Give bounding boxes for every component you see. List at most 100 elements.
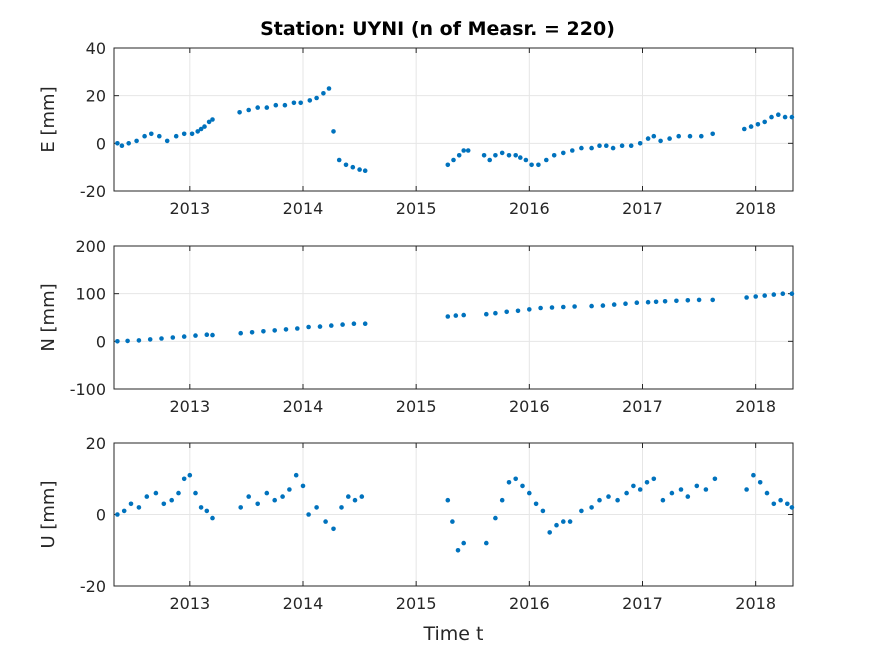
up-y-tick-label: 20: [86, 434, 106, 453]
east-data-point: [331, 129, 336, 134]
up-data-point: [181, 476, 187, 482]
up-data-point: [161, 501, 167, 507]
up-data-point: [187, 472, 193, 478]
north-data-point: [193, 333, 198, 338]
north-data-point: [238, 330, 243, 336]
east-data-point: [115, 141, 120, 146]
up-data-point: [210, 515, 215, 521]
east-data-point: [195, 129, 200, 134]
up-data-point: [757, 480, 763, 485]
east-data-point: [237, 110, 242, 115]
east-data-point: [755, 122, 761, 127]
north-data-point: [515, 308, 521, 314]
east-data-point: [481, 153, 487, 158]
up-data-point: [533, 501, 539, 507]
up-data-point: [589, 505, 594, 510]
north-data-point: [317, 324, 323, 329]
east-data-point: [461, 148, 467, 153]
north-data-point: [662, 299, 668, 304]
east-plot-area: [114, 48, 793, 191]
north-data-point: [181, 334, 187, 339]
east-data-point: [202, 124, 207, 129]
north-x-tick-label: 2016: [509, 397, 550, 416]
up-data-point: [198, 505, 204, 510]
east-x-tick-label: 2015: [396, 199, 437, 218]
north-y-tick-label: 100: [75, 285, 106, 304]
north-data-point: [147, 337, 153, 342]
up-data-point: [314, 505, 319, 510]
east-data-point: [164, 138, 170, 144]
north-data-point: [261, 329, 266, 334]
up-data-point: [339, 505, 344, 510]
up-data-point: [644, 480, 650, 485]
up-data-point: [455, 548, 461, 553]
north-data-point: [362, 321, 368, 327]
up-data-point: [651, 476, 657, 482]
north-data-point: [623, 301, 628, 307]
up-data-point: [506, 480, 512, 485]
east-data-point: [465, 148, 471, 153]
east-data-point: [343, 162, 349, 168]
north-data-point: [549, 305, 555, 310]
north-data-point: [674, 298, 679, 304]
north-data-point: [600, 303, 606, 308]
east-data-point: [658, 138, 663, 144]
east-data-point: [776, 112, 781, 117]
north-data-point: [611, 302, 617, 307]
up-data-point: [567, 519, 573, 524]
east-data-point: [493, 153, 498, 158]
up-data-point: [751, 472, 756, 478]
north-data-point: [710, 297, 715, 303]
east-data-point: [687, 133, 693, 139]
up-data-point: [331, 526, 336, 532]
up-data-point: [450, 519, 455, 524]
up-data-point: [115, 512, 120, 517]
north-x-tick-label: 2017: [622, 397, 663, 416]
up-x-tick-label: 2014: [283, 594, 324, 613]
east-data-point: [336, 157, 342, 163]
north-x-tick-label: 2013: [169, 397, 210, 416]
north-x-tick-label: 2014: [283, 397, 324, 416]
up-data-point: [238, 505, 243, 510]
up-data-point: [255, 501, 260, 507]
north-plot-area: [114, 246, 793, 389]
east-data-point: [637, 141, 643, 146]
north-data-point: [645, 299, 651, 305]
east-data-point: [314, 95, 319, 101]
east-data-point: [536, 162, 541, 168]
east-data-point: [273, 102, 279, 108]
east-data-point: [529, 162, 534, 168]
east-data-point: [628, 143, 634, 148]
chart-title: Station: UYNI (n of Measr. = 220): [260, 18, 615, 40]
up-data-point: [744, 487, 749, 492]
east-x-tick-label: 2018: [735, 199, 776, 218]
north-data-point: [204, 332, 210, 338]
north-axes-box: [113, 245, 794, 390]
north-data-point: [762, 293, 767, 298]
north-data-point: [589, 303, 594, 309]
up-data-point: [778, 497, 783, 503]
north-data-point: [453, 313, 459, 318]
up-data-point: [631, 483, 636, 489]
east-data-point: [173, 133, 179, 139]
east-y-tick-label: 20: [86, 87, 106, 106]
up-data-point: [597, 497, 602, 503]
up-data-point: [153, 490, 159, 496]
east-data-point: [126, 141, 131, 146]
east-x-tick-label: 2013: [169, 199, 210, 218]
east-data-point: [198, 126, 204, 132]
up-x-tick-label: 2013: [169, 594, 210, 613]
up-x-tick-label: 2018: [735, 594, 776, 613]
up-data-point: [764, 490, 770, 496]
up-data-point: [484, 540, 489, 546]
east-data-point: [570, 148, 575, 153]
x-axis-label: Time t: [423, 623, 484, 645]
up-data-point: [540, 508, 546, 514]
north-data-point: [561, 304, 566, 310]
up-data-point: [246, 494, 251, 499]
up-data-point: [352, 497, 358, 503]
east-data-point: [604, 143, 609, 148]
north-data-point: [136, 338, 142, 343]
east-data-point: [561, 150, 566, 156]
up-y-tick-label: -20: [80, 577, 106, 596]
